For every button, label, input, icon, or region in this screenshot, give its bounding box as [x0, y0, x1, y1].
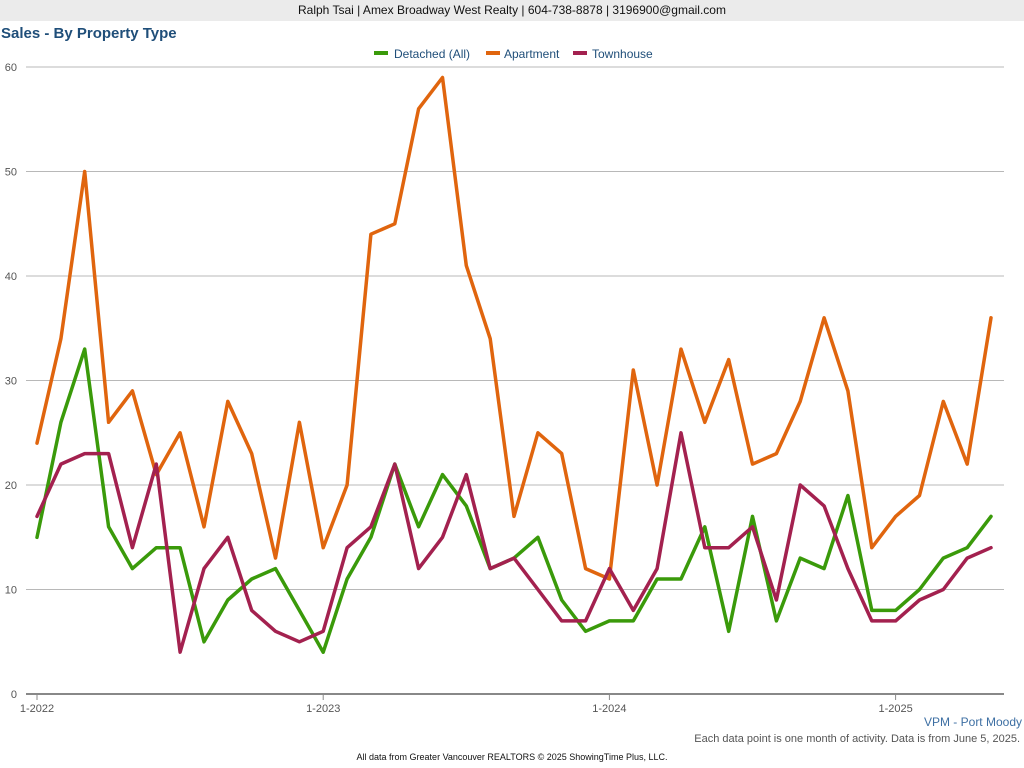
contact-header: Ralph Tsai | Amex Broadway West Realty |… — [0, 0, 1024, 21]
chart-title: Sales - By Property Type — [1, 25, 177, 42]
x-tick-label: 1-2023 — [306, 703, 340, 715]
y-tick-label: 0 — [11, 689, 17, 701]
series-line-apartment — [35, 75, 993, 581]
x-tick-label: 1-2022 — [20, 703, 54, 715]
source-footer: All data from Greater Vancouver REALTORS… — [356, 752, 668, 762]
x-tick-label: 1-2025 — [878, 703, 912, 715]
y-tick-label: 10 — [5, 585, 17, 597]
legend-label: Detached (All) — [394, 47, 470, 61]
y-tick-label: 60 — [5, 62, 17, 74]
legend-label: Townhouse — [592, 47, 653, 61]
y-tick-label: 20 — [5, 480, 17, 492]
data-note: Each data point is one month of activity… — [694, 733, 1020, 745]
series-lines — [35, 75, 993, 654]
series-line-townhouse — [35, 431, 993, 654]
legend-label: Apartment — [504, 47, 560, 61]
legend: Detached (All) Apartment Townhouse — [374, 47, 653, 61]
y-axis-labels: 0 10 20 30 40 50 60 — [5, 62, 17, 701]
region-label: VPM - Port Moody — [923, 715, 1022, 729]
x-axis: 1-2022 1-2023 1-2024 1-2025 — [20, 693, 1004, 715]
y-tick-label: 40 — [5, 271, 17, 283]
y-tick-label: 30 — [5, 376, 17, 388]
y-tick-label: 50 — [5, 167, 17, 179]
x-tick-label: 1-2024 — [592, 703, 626, 715]
